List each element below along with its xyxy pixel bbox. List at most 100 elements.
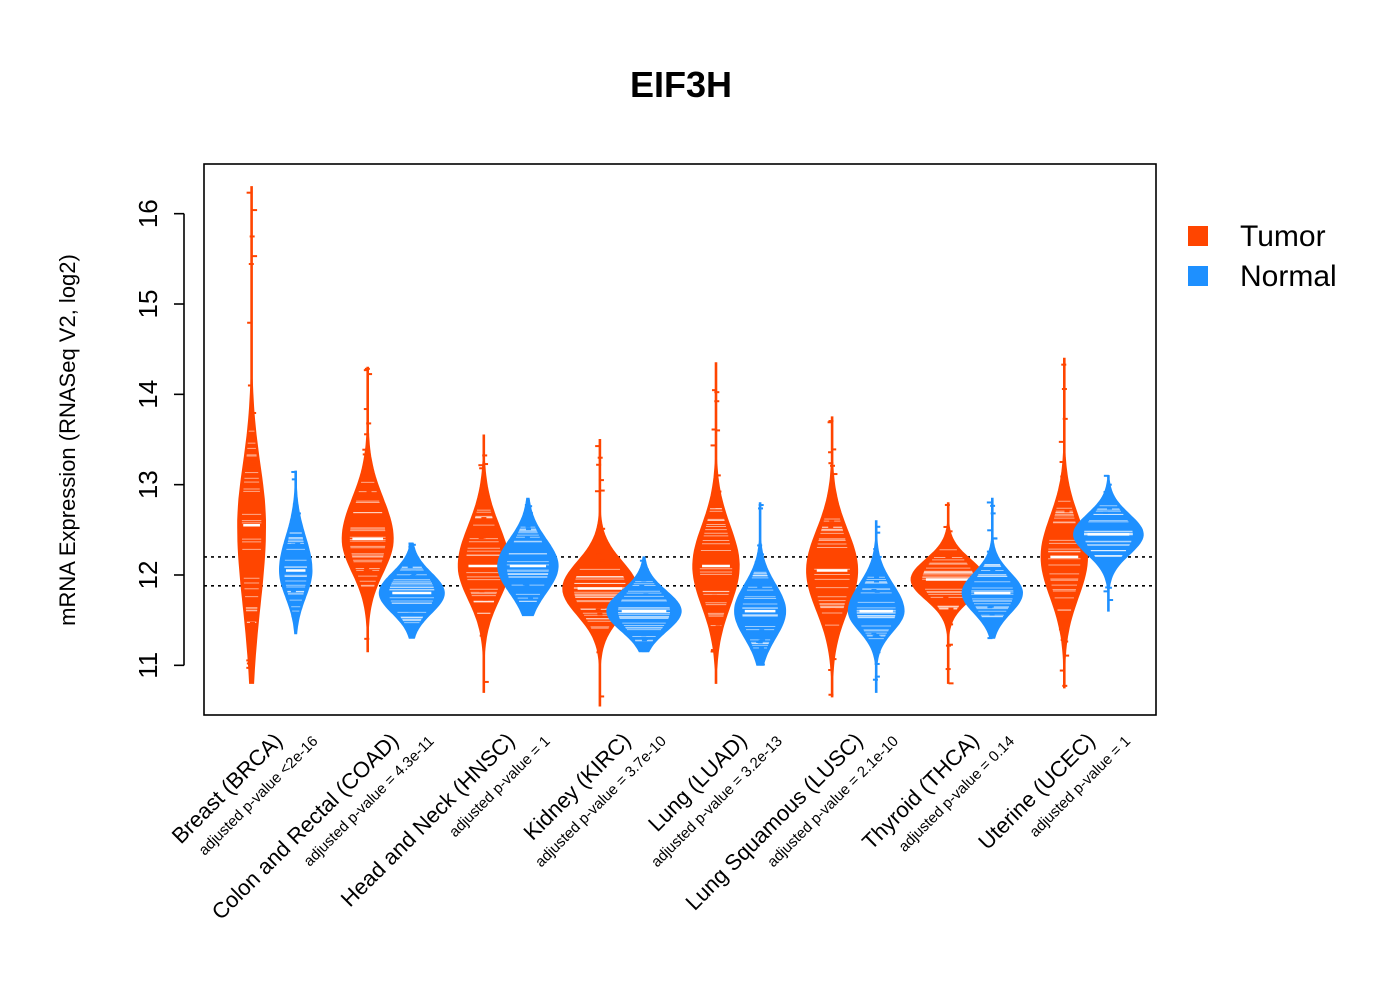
tumor-outlier-mark (246, 191, 252, 194)
tumor-violin-body (692, 362, 740, 684)
tumor-outlier-mark (252, 255, 258, 258)
normal-outlier-mark (872, 678, 878, 681)
normal-violin-6 (847, 520, 905, 693)
tumor-outlier-mark (367, 373, 373, 376)
normal-outlier-mark (407, 566, 413, 569)
normal-outlier-mark (874, 576, 880, 579)
tumor-outlier-mark (600, 559, 606, 562)
normal-outlier-mark (875, 531, 881, 534)
tumor-outlier-mark (249, 622, 255, 625)
normal-outlier-mark (410, 543, 416, 546)
tumor-outlier-mark (947, 540, 953, 543)
tumor-outlier-mark (710, 650, 716, 653)
normal-outlier-mark (758, 646, 764, 649)
normal-outlier-mark (642, 638, 648, 641)
normal-outlier-mark (992, 537, 998, 540)
normal-outlier-mark (639, 649, 645, 652)
normal-outlier-mark (641, 579, 647, 582)
normal-outlier-mark (757, 583, 763, 586)
tumor-outlier-mark (827, 421, 833, 424)
tumor-outlier-mark (250, 459, 256, 462)
tumor-outlier-mark (1058, 440, 1064, 443)
tumor-outlier-mark (715, 429, 721, 432)
tumor-violin-4 (562, 439, 638, 707)
normal-outlier-mark (409, 551, 415, 554)
normal-outlier-mark (292, 503, 298, 506)
tumor-outlier-mark (481, 534, 487, 537)
tumor-outlier-mark (364, 637, 370, 640)
tumor-outlier-mark (1060, 475, 1066, 478)
normal-outlier-mark (292, 597, 298, 600)
y-tick-label: 16 (133, 199, 163, 228)
tumor-outlier-mark (479, 634, 485, 637)
tumor-outlier-mark (948, 542, 954, 545)
y-tick-label: 15 (133, 290, 163, 319)
tumor-outlier-mark (947, 554, 953, 557)
tumor-outlier-mark (363, 369, 369, 372)
normal-outlier-mark (992, 620, 998, 623)
tumor-outlier-mark (946, 556, 952, 559)
legend-swatch-normal (1188, 266, 1208, 286)
tumor-outlier-mark (710, 649, 716, 652)
tumor-outlier-mark (483, 531, 489, 534)
plot-area (204, 186, 1156, 707)
normal-outlier-mark (1103, 511, 1109, 514)
normal-outlier-mark (1105, 586, 1111, 589)
tumor-outlier-mark (600, 606, 606, 609)
normal-outlier-mark (410, 627, 416, 630)
tumor-violin-body (237, 186, 266, 684)
tumor-outlier-mark (482, 506, 488, 509)
normal-outlier-mark (871, 589, 877, 592)
tumor-outlier-mark (251, 411, 257, 414)
normal-outlier-mark (1103, 491, 1109, 494)
tumor-outlier-mark (363, 461, 369, 464)
normal-violin-7 (961, 497, 1024, 640)
tumor-outlier-mark (479, 467, 485, 470)
normal-outlier-mark (410, 635, 416, 638)
normal-outlier-mark (1106, 483, 1112, 486)
normal-outlier-mark (758, 649, 764, 652)
tumor-outlier-mark (479, 603, 485, 606)
normal-outlier-mark (642, 632, 648, 635)
normal-outlier-mark (524, 584, 530, 587)
normal-outlier-mark (295, 542, 301, 545)
normal-outlier-mark (408, 545, 414, 548)
normal-outlier-mark (641, 636, 647, 639)
normal-outlier-mark (871, 632, 877, 635)
tumor-outlier-mark (365, 497, 371, 500)
tumor-violin-5 (692, 362, 740, 684)
tumor-outlier-mark (246, 666, 252, 669)
normal-outlier-mark (524, 504, 530, 507)
normal-outlier-mark (525, 585, 531, 588)
tumor-outlier-mark (597, 456, 603, 459)
normal-violin-body (847, 520, 905, 693)
tumor-outlier-mark (362, 474, 368, 477)
legend-label-normal: Normal (1240, 260, 1337, 293)
tumor-outlier-mark (247, 384, 253, 387)
tumor-outlier-mark (595, 608, 601, 611)
normal-outlier-mark (874, 675, 880, 678)
normal-outlier-mark (410, 570, 416, 573)
tumor-outlier-mark (479, 590, 485, 593)
normal-outlier-mark (759, 553, 765, 556)
x-axis: Breast (BRCA)adjusted p-value <2e-16Colo… (167, 728, 1134, 925)
tumor-violin-6 (806, 416, 859, 698)
plot-frame (203, 163, 1157, 716)
normal-outlier-mark (641, 565, 647, 568)
normal-outlier-mark (758, 507, 764, 510)
normal-outlier-mark (291, 611, 297, 614)
normal-outlier-mark (523, 605, 529, 608)
normal-violin-5 (734, 502, 787, 666)
y-tick-label: 12 (133, 561, 163, 590)
tumor-outlier-mark (828, 462, 834, 465)
normal-outlier-mark (988, 629, 994, 632)
tumor-violin-3 (457, 434, 510, 693)
tumor-outlier-mark (363, 408, 369, 411)
normal-outlier-mark (408, 607, 414, 610)
tumor-outlier-mark (1059, 460, 1065, 463)
tumor-outlier-mark (1061, 600, 1067, 603)
normal-outlier-mark (525, 528, 531, 531)
tumor-outlier-mark (595, 542, 601, 545)
normal-outlier-mark (990, 512, 996, 515)
